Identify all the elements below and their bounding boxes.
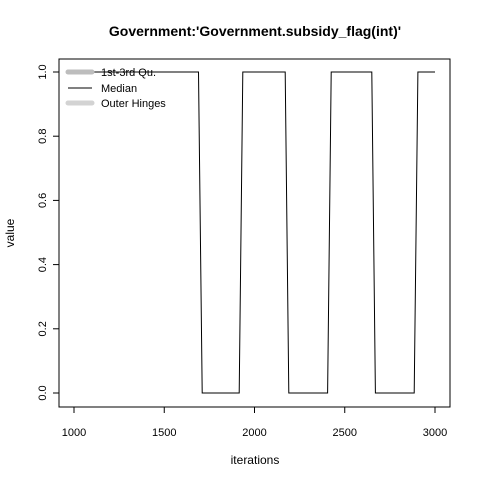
y-tick-label: 0.6 <box>37 193 49 208</box>
legend-label: Median <box>101 83 137 95</box>
x-tick-label: 1500 <box>152 427 176 439</box>
y-tick-label: 1.0 <box>37 64 49 79</box>
x-axis-label: iterations <box>231 453 280 467</box>
y-axis-label: value <box>3 218 17 247</box>
y-tick-label: 0.8 <box>37 129 49 144</box>
x-tick-label: 1000 <box>62 427 86 439</box>
y-tick-label: 0.0 <box>37 385 49 400</box>
legend-label: Outer Hinges <box>101 98 166 110</box>
x-tick-label: 3000 <box>423 427 447 439</box>
x-tick-label: 2000 <box>242 427 266 439</box>
series-line-median <box>74 72 435 393</box>
legend-label: 1st-3rd Qu. <box>101 67 156 79</box>
plot-frame <box>59 59 450 407</box>
chart-title: Government:'Government.subsidy_flag(int)… <box>109 23 401 39</box>
y-tick-label: 0.4 <box>37 257 49 272</box>
y-tick-label: 0.2 <box>37 321 49 336</box>
x-axis: 1000 1500 2000 2500 3000 <box>62 407 447 439</box>
series-layer <box>74 72 435 393</box>
x-tick-label: 2500 <box>333 427 357 439</box>
legend: 1st-3rd Qu. Median Outer Hinges <box>68 67 166 110</box>
y-axis: 0.0 0.2 0.4 0.6 0.8 1.0 <box>37 64 59 400</box>
